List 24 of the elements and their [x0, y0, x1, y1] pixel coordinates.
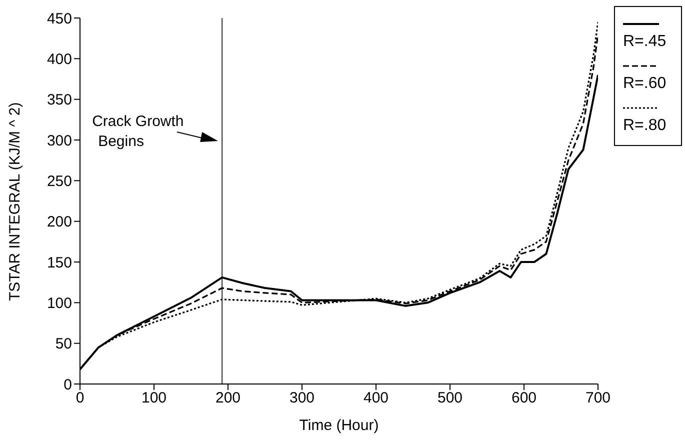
ref-line-label: Crack Growth Begins — [92, 113, 184, 150]
y-tick-label: 300 — [46, 132, 72, 150]
legend-label: R=.80 — [623, 117, 668, 135]
y-tick-label: 450 — [46, 10, 72, 28]
x-tick-label: 200 — [215, 390, 241, 407]
y-tick-label: 400 — [46, 50, 72, 68]
x-tick-label: 600 — [511, 390, 537, 407]
y-tick-label: 50 — [55, 336, 72, 353]
x-tick-label: 0 — [76, 390, 84, 407]
x-tick-label: 400 — [363, 390, 389, 407]
x-tick-label: 100 — [141, 390, 167, 407]
y-axis-title: TSTAR INTEGRAL (KJ/M ^ 2) — [6, 102, 24, 301]
y-tick-label: 200 — [46, 214, 72, 231]
x-tick-label: 700 — [585, 390, 611, 407]
y-tick-label: 100 — [46, 294, 72, 312]
x-tick-label: 300 — [289, 390, 315, 407]
x-tick-label: 500 — [437, 390, 463, 407]
x-axis-title: Time (Hour) — [299, 417, 379, 434]
legend-label: R=.60 — [623, 75, 668, 93]
y-tick-label: 350 — [46, 92, 72, 109]
legend-label: R=.45 — [623, 33, 668, 51]
y-tick-label: 250 — [46, 172, 72, 190]
y-tick-label: 0 — [64, 376, 72, 394]
y-tick-label: 150 — [46, 254, 72, 272]
